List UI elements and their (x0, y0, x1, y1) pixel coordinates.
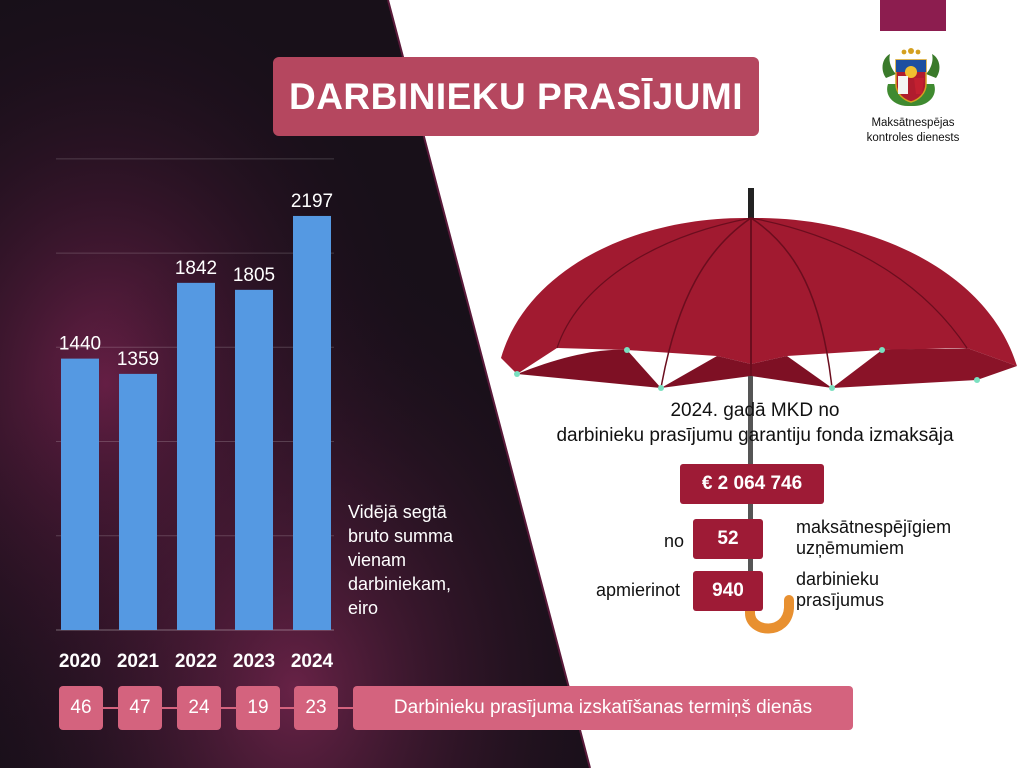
bar-2024 (293, 215, 331, 630)
organization-name-line-1: Maksātnespējas (871, 117, 955, 129)
x-tick-label-2024: 2024 (291, 651, 334, 672)
companies-prefix: no (663, 531, 684, 551)
fund-description: 2024. gadā MKD no darbinieku prasījumu g… (515, 398, 995, 448)
companies-count: 52 (693, 519, 763, 559)
term-days-2024: 23 (294, 686, 338, 730)
corner-accent-tab (880, 0, 946, 31)
chart-value-description: Vidējā segtā bruto summa vienam darbinie… (348, 500, 488, 620)
claims-text-line-2: prasījumus (796, 590, 885, 610)
bar-value-label-2021: 1359 (117, 349, 159, 370)
bar-2022 (177, 282, 215, 630)
x-tick-label-2021: 2021 (117, 651, 160, 672)
chart-value-description-line-2: bruto summa (348, 526, 454, 546)
organization-name-line-2: kontroles dienests (866, 132, 960, 144)
companies-text-line-1: maksātnespējīgiem (796, 517, 952, 537)
bar-2023 (235, 289, 273, 630)
fund-amount: € 2 064 746 (680, 464, 824, 504)
terms-label: Darbinieku prasījuma izskatīšanas termiņ… (353, 686, 853, 730)
chart-value-description-line-1: Vidējā segtā (348, 502, 447, 522)
term-days-2020: 46 (59, 686, 103, 730)
chart-value-description-line-3: vienam (348, 550, 407, 570)
chart-value-description-line-5: eiro (348, 598, 379, 618)
bar-value-label-2020: 1440 (59, 334, 101, 355)
x-tick-label-2023: 2023 (233, 651, 275, 672)
claims-text-line-1: darbinieku (796, 569, 880, 589)
bar-value-label-2023: 1805 (233, 265, 275, 286)
page-title: DARBINIEKU PRASĪJUMI (273, 57, 759, 136)
bar-value-label-2024: 2197 (291, 191, 333, 212)
companies-text: maksātnespējīgiem uzņēmumiem (796, 517, 951, 559)
x-tick-label-2020: 2020 (59, 651, 101, 672)
claims-count: 940 (693, 571, 763, 611)
bar-value-label-2022: 1842 (175, 258, 217, 279)
organization-name: Maksātnespējas kontroles dienests (852, 116, 974, 146)
coat-of-arms-logo (882, 48, 940, 106)
claims-prefix: apmierinot (595, 580, 680, 600)
bar-2020 (61, 358, 99, 630)
x-tick-label-2022: 2022 (175, 651, 217, 672)
claims-text: darbinieku prasījumus (796, 569, 884, 611)
bar-chart: 1440 2020 1359 2021 1842 2022 1805 2023 2197 2024 (56, 158, 334, 672)
fund-description-line-1: 2024. gadā MKD no (670, 400, 840, 421)
companies-text-line-2: uzņēmumiem (796, 538, 905, 558)
term-days-2021: 47 (118, 686, 162, 730)
fund-description-line-2: darbinieku prasījumu garantiju fonda izm… (556, 425, 954, 446)
term-days-2022: 24 (177, 686, 221, 730)
bar-2021 (119, 373, 157, 630)
chart-value-description-line-4: darbiniekam, (348, 574, 452, 594)
term-days-2023: 19 (236, 686, 280, 730)
